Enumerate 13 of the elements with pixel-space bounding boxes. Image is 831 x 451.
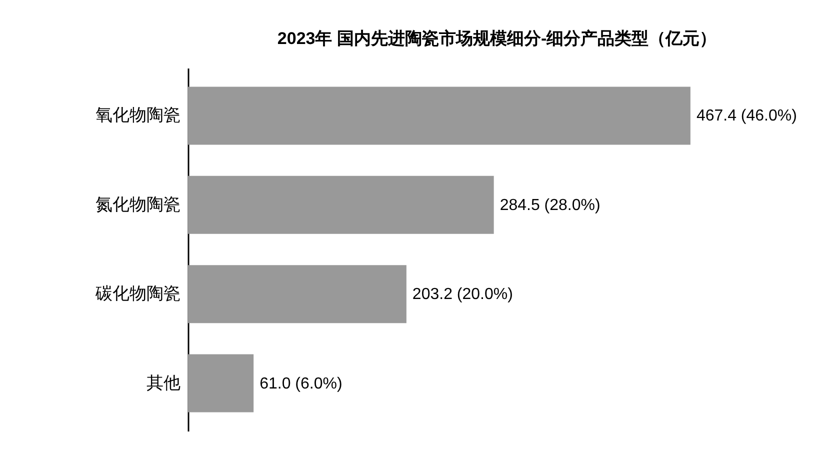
bar — [188, 86, 690, 145]
bar — [188, 176, 494, 234]
y-tick-label: 氧化物陶瓷 — [96, 106, 180, 125]
y-tick-label: 氮化物陶瓷 — [96, 194, 180, 214]
data-label: 284.5 (28.0%) — [500, 196, 600, 214]
bar — [188, 265, 406, 324]
y-tick-label: 碳化物陶瓷 — [94, 284, 180, 304]
chart-title: 2023年 国内先进陶瓷市场规模细分-细分产品类型（亿元） — [277, 29, 717, 48]
y-tick-label: 其他 — [146, 373, 180, 392]
data-label: 61.0 (6.0%) — [260, 375, 342, 392]
data-label: 467.4 (46.0%) — [696, 108, 797, 125]
bar — [188, 354, 254, 412]
data-label: 203.2 (20.0%) — [412, 286, 513, 304]
